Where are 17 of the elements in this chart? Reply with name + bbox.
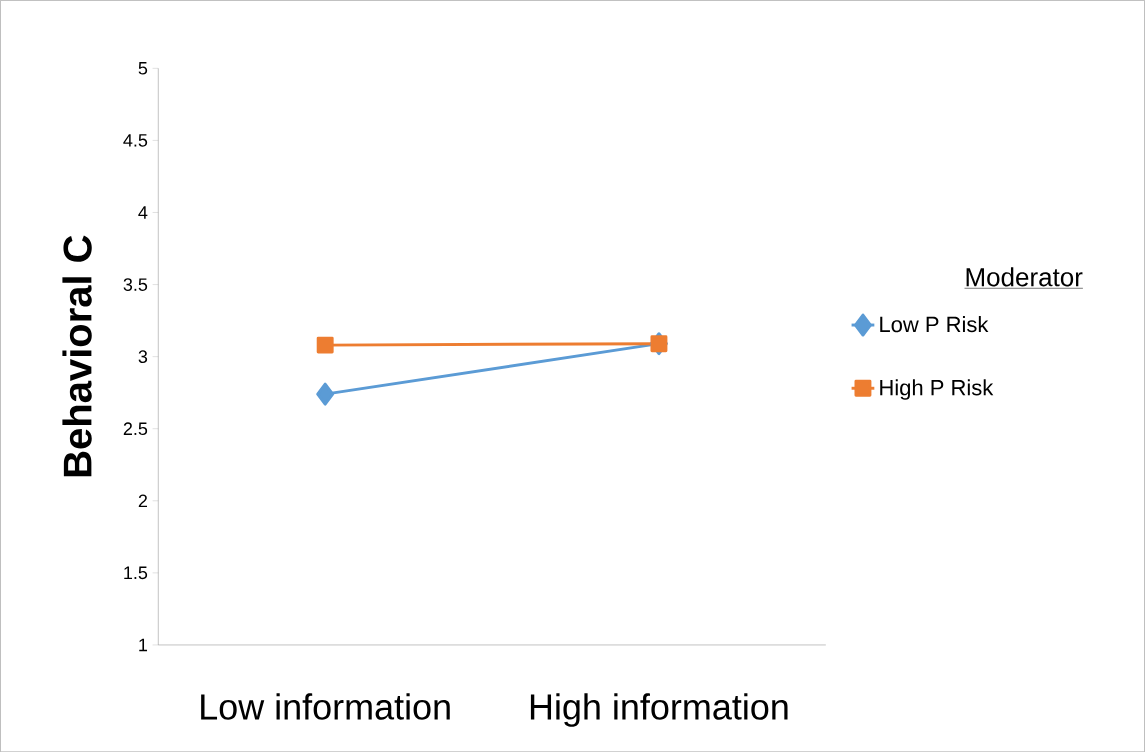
y-tick-label: 4 <box>138 206 148 219</box>
y-axis-title: Behavioral C <box>62 235 92 477</box>
y-tick-label: 4.5 <box>123 134 148 147</box>
x-tick-label: Low information <box>201 693 450 720</box>
y-tick-label: 2 <box>138 494 147 507</box>
y-tick-label: 5 <box>138 61 148 75</box>
legend-label: Low P Risk <box>880 315 989 333</box>
x-tick-label: High information <box>530 693 788 727</box>
y-tick-label: 1.5 <box>124 566 148 580</box>
legend-label: High P Risk <box>880 379 994 400</box>
point <box>316 336 334 354</box>
y-tick-label: 3.5 <box>123 278 148 291</box>
y-tick-label: 2.5 <box>123 422 148 435</box>
y-tick-label: 1 <box>139 638 148 651</box>
point <box>316 382 335 406</box>
legend-title: Moderator <box>966 267 1083 287</box>
y-tick-label: 3 <box>138 350 148 363</box>
